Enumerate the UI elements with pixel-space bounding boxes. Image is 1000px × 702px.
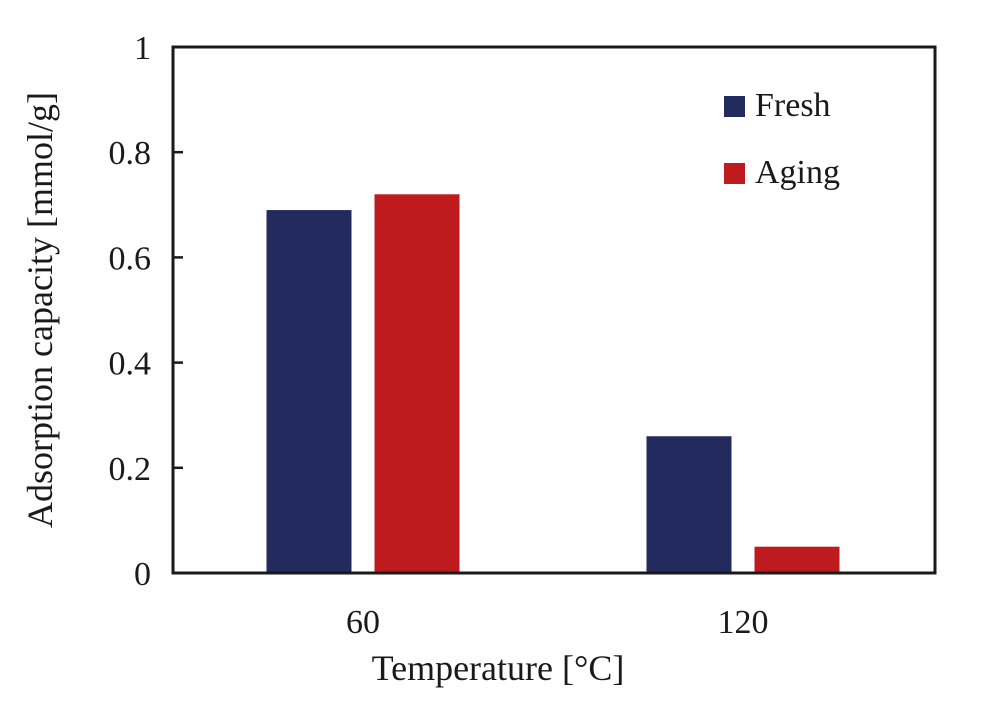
x-tick-label: 60 — [346, 604, 380, 641]
bars-group — [266, 194, 840, 573]
legend-label-aging: Aging — [755, 154, 840, 191]
y-tick-label: 1 — [134, 30, 151, 67]
legend-swatch-aging — [724, 163, 745, 184]
bar-fresh-120 — [646, 436, 732, 573]
plot-frame — [171, 45, 937, 575]
y-tick-label: 0 — [134, 556, 151, 593]
y-axis-ticks: 0 0.2 0.4 0.6 0.8 1 — [109, 30, 183, 593]
y-tick-label: 0.2 — [109, 451, 152, 488]
x-tick-label: 120 — [718, 604, 769, 641]
x-axis-ticks: 60 120 — [346, 604, 769, 641]
y-axis-label: Adsorption capacity [mmol/g] — [20, 92, 60, 528]
legend-label-fresh: Fresh — [755, 87, 831, 124]
y-tick-label: 0.6 — [109, 240, 152, 277]
legend-swatch-fresh — [724, 96, 745, 117]
y-tick-label: 0.4 — [109, 346, 152, 383]
bar-aging-120 — [754, 546, 840, 573]
legend: Fresh Aging — [724, 87, 840, 191]
x-axis-label: Temperature [°C] — [372, 648, 625, 688]
y-tick-label: 0.8 — [109, 135, 152, 172]
bar-aging-60 — [374, 194, 460, 573]
bar-fresh-60 — [266, 210, 352, 573]
